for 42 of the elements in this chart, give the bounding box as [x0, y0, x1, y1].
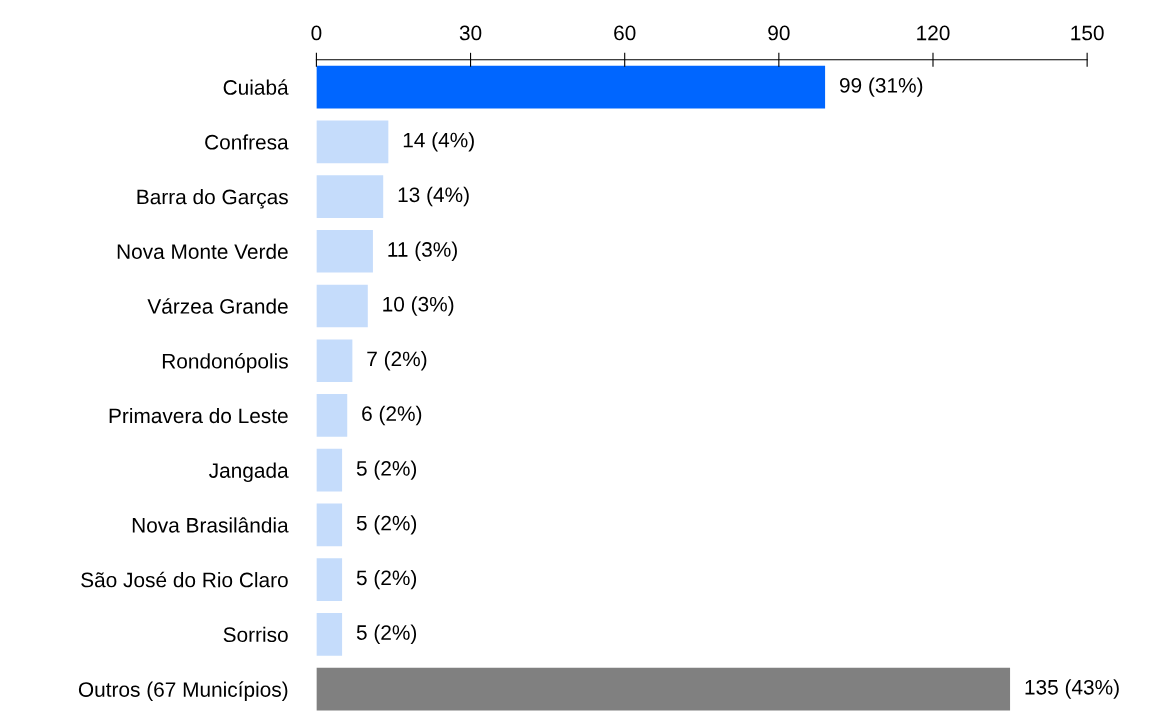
y-tick-label: São José do Rio Claro: [81, 571, 288, 588]
y-tick-label: Jangada: [209, 462, 289, 483]
bar: [316, 612, 343, 656]
y-tick-label: Primavera do Leste: [109, 407, 288, 424]
bar: [316, 65, 826, 109]
y-tick-label: Nova Monte Verde: [117, 243, 288, 260]
y-tick-label: Rondonópolis: [162, 353, 288, 373]
data-label: 5 (2%): [356, 624, 417, 645]
bar: [316, 339, 353, 383]
x-tick-label: 60: [614, 25, 636, 41]
bar: [316, 667, 1011, 711]
y-tick-label: Barra do Garças: [137, 189, 288, 209]
bar: [316, 284, 368, 328]
bar: [316, 448, 343, 492]
y-tick-label: Cuiabá: [223, 79, 289, 95]
data-label: 5 (2%): [356, 515, 417, 535]
x-tick-label: 150: [1071, 25, 1104, 41]
bar: [316, 229, 373, 273]
x-tick-label: 0: [311, 25, 322, 41]
data-label: 6 (2%): [362, 405, 422, 426]
y-tick-label: Sorriso: [223, 626, 288, 643]
data-label: 11 (3%): [388, 241, 457, 261]
x-tick-label: 30: [459, 25, 482, 41]
y-tick-label: Nova Brasilândia: [132, 517, 289, 533]
bar: [316, 558, 343, 601]
x-tick-label: 90: [768, 25, 790, 41]
bar: [316, 175, 384, 218]
data-label: 99 (31%): [839, 77, 923, 97]
data-label: 14 (4%): [403, 132, 474, 152]
bar: [316, 503, 343, 547]
x-tick-label: 120: [917, 25, 950, 41]
data-label: 7 (2%): [367, 351, 427, 371]
data-label: 10 (3%): [383, 296, 454, 316]
y-tick-label: Confresa: [205, 134, 289, 150]
data-label: 5 (2%): [356, 569, 417, 590]
data-label: 5 (2%): [356, 460, 417, 480]
y-tick-label: Outros (67 Municípios): [78, 681, 288, 702]
bar: [316, 394, 348, 437]
bar: [316, 120, 389, 164]
y-tick-label: Várzea Grande: [147, 298, 288, 314]
data-label: 135 (43%): [1025, 679, 1119, 699]
data-label: 13 (4%): [398, 186, 469, 207]
